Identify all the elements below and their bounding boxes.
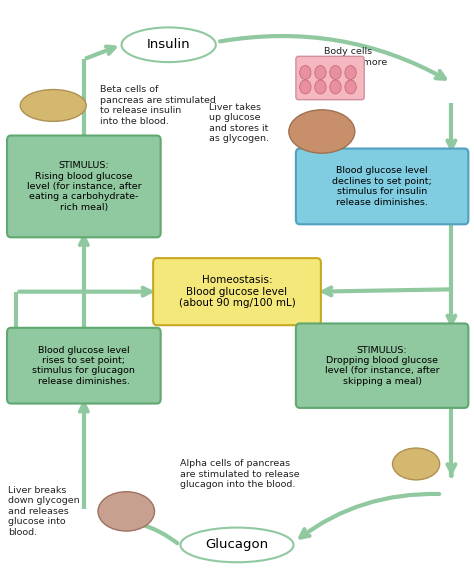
Text: Body cells
take up more
glucose.: Body cells take up more glucose.	[324, 47, 387, 77]
Text: STIMULUS:
Dropping blood glucose
level (for instance, after
skipping a meal): STIMULUS: Dropping blood glucose level (…	[325, 346, 439, 386]
Text: Alpha cells of pancreas
are stimulated to release
glucagon into the blood.: Alpha cells of pancreas are stimulated t…	[181, 460, 300, 489]
FancyBboxPatch shape	[296, 324, 468, 408]
Circle shape	[345, 80, 356, 94]
FancyBboxPatch shape	[7, 135, 161, 237]
Ellipse shape	[121, 27, 216, 62]
Circle shape	[300, 66, 311, 80]
Circle shape	[330, 66, 341, 80]
Text: STIMULUS:
Rising blood glucose
level (for instance, after
eating a carbohydrate-: STIMULUS: Rising blood glucose level (fo…	[27, 161, 141, 211]
FancyBboxPatch shape	[296, 149, 468, 224]
Circle shape	[315, 80, 326, 94]
Circle shape	[315, 66, 326, 80]
Ellipse shape	[98, 492, 155, 531]
Text: Blood glucose level
rises to set point;
stimulus for glucagon
release diminishes: Blood glucose level rises to set point; …	[32, 346, 135, 386]
Text: Blood glucose level
declines to set point;
stimulus for insulin
release diminish: Blood glucose level declines to set poin…	[332, 166, 432, 206]
Text: Insulin: Insulin	[147, 38, 191, 51]
Ellipse shape	[289, 110, 355, 153]
Text: Glucagon: Glucagon	[205, 539, 269, 551]
Ellipse shape	[20, 89, 86, 121]
Ellipse shape	[392, 448, 439, 480]
Text: Beta cells of
pancreas are stimulated
to release insulin
into the blood.: Beta cells of pancreas are stimulated to…	[100, 85, 216, 125]
Text: Homeostasis:
Blood glucose level
(about 90 mg/100 mL): Homeostasis: Blood glucose level (about …	[179, 275, 295, 309]
Text: Liver breaks
down glycogen
and releases
glucose into
blood.: Liver breaks down glycogen and releases …	[9, 486, 80, 537]
FancyBboxPatch shape	[7, 328, 161, 404]
FancyBboxPatch shape	[296, 56, 364, 100]
Text: Liver takes
up glucose
and stores it
as glycogen.: Liver takes up glucose and stores it as …	[209, 103, 269, 143]
Circle shape	[345, 66, 356, 80]
Ellipse shape	[181, 528, 293, 562]
FancyBboxPatch shape	[153, 258, 321, 325]
Circle shape	[330, 80, 341, 94]
Circle shape	[300, 80, 311, 94]
